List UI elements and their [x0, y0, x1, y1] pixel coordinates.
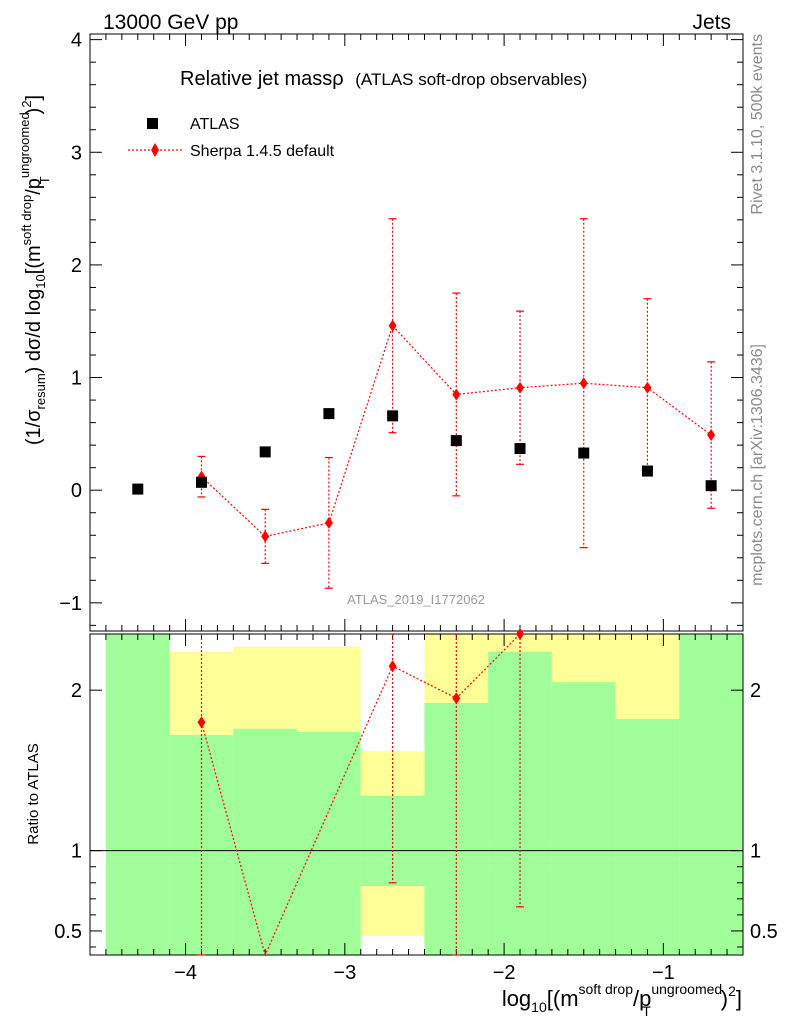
main-plot-frame — [89, 33, 744, 632]
x-axis-label: log10[(msoft drop/pungroomed T)2] — [502, 981, 742, 1019]
atlas-point — [195, 476, 207, 488]
x-tick-label: −1 — [652, 962, 675, 984]
y-tick-label: 3 — [71, 142, 82, 164]
sherpa-ratio-series — [197, 628, 525, 957]
sherpa-point — [388, 319, 397, 332]
rivet-version-label: Rivet 3.1.10, 500k events — [749, 34, 766, 215]
y-tick-label: −1 — [59, 593, 82, 615]
sherpa-point — [452, 388, 461, 401]
xlabel-close: ] — [736, 986, 742, 1011]
ylabel-mid: ) dσ/d log — [23, 289, 45, 374]
ratio-band-yellow — [360, 751, 425, 797]
xlabel-end: ) — [721, 986, 728, 1011]
ratio-band-green — [105, 634, 170, 955]
ratio-band-green — [424, 703, 489, 955]
legend-atlas-label: ATLAS — [190, 116, 240, 133]
ylabel-slash: /p — [23, 178, 45, 195]
sherpa-point — [324, 516, 333, 529]
mcplots-label: mcplots.cern.ch [arXiv:1306.3436] — [749, 344, 766, 586]
sherpa-ratio-point — [197, 716, 206, 729]
ratio-tick-label-right: 0.5 — [750, 921, 778, 943]
analysis-label: ATLAS_2019_I1772062 — [347, 592, 485, 607]
ratio-band-green — [297, 731, 361, 955]
y-tick-label: 0 — [71, 480, 82, 502]
xlabel-sup2: ungroomed — [651, 981, 722, 997]
ratio-band-green — [679, 634, 743, 955]
ratio-tick-label-left: 0.5 — [54, 921, 82, 943]
y-axis-label: (1/σresum) dσ/d log10[(msoft drop/pungro… — [17, 95, 52, 445]
ratio-axis-ticks — [90, 634, 744, 955]
atlas-point — [514, 443, 526, 455]
ylabel-end: ) — [23, 108, 45, 115]
sherpa-series — [197, 218, 716, 589]
ylabel-sub3: T — [37, 176, 52, 184]
xlabel-sub: 10 — [531, 999, 547, 1015]
sherpa-point — [643, 381, 652, 394]
ylabel-close: ] — [23, 95, 45, 101]
xlabel-slash: /p — [633, 986, 651, 1011]
sherpa-ratio-point — [516, 628, 525, 640]
xlabel-sub3: T — [642, 1003, 651, 1019]
ratio-tick-label-left: 2 — [71, 680, 82, 702]
ylabel-sup: soft drop — [19, 195, 34, 246]
sherpa-point — [707, 429, 716, 442]
sherpa-point — [516, 381, 525, 394]
ylabel-sub2: 10 — [33, 274, 48, 288]
xlabel-prefix: log — [502, 986, 531, 1011]
ratio-tick-label-right: 1 — [750, 841, 761, 863]
atlas-point — [578, 447, 590, 459]
ratio-band-green — [233, 728, 298, 955]
atlas-point — [323, 408, 335, 420]
ylabel-after: [(m — [23, 245, 45, 274]
main-axis-ticks — [90, 34, 744, 631]
y-tick-label: 1 — [71, 368, 82, 390]
ratio-band-green — [551, 682, 616, 955]
atlas-series — [132, 408, 717, 495]
ratio-band-green — [615, 719, 680, 955]
atlas-point — [259, 446, 271, 458]
ratio-tick-label-right: 2 — [750, 680, 761, 702]
chart-title: Relative jet massρ (ATLAS soft-drop obse… — [180, 68, 587, 90]
atlas-point — [132, 483, 144, 495]
sherpa-ratio-point — [388, 660, 397, 673]
legend-sherpa-marker — [151, 143, 159, 157]
ylabel-sup2: ungroomed — [17, 112, 32, 178]
atlas-point — [705, 480, 717, 492]
ratio-y-axis-label: Ratio to ATLAS — [25, 743, 42, 844]
ratio-tick-labels: 0.5 0.5 1 1 2 2 — [54, 680, 778, 943]
chart-subtitle: (ATLAS soft-drop observables) — [355, 70, 587, 89]
ratio-band-green — [360, 796, 425, 886]
legend: ATLAS Sherpa 1.4.5 default — [128, 116, 335, 160]
x-tick-label: −4 — [174, 962, 197, 984]
header-right: Jets — [692, 11, 731, 34]
ylabel-sub: resum — [33, 373, 48, 409]
y-tick-label: 2 — [71, 255, 82, 277]
header-left: 13000 GeV pp — [103, 11, 238, 34]
ratio-bands — [105, 634, 743, 955]
legend-atlas-marker — [147, 118, 158, 129]
x-tick-label: −3 — [333, 962, 356, 984]
legend-sherpa-label: Sherpa 1.4.5 default — [190, 143, 335, 160]
xlabel-sup: soft drop — [579, 981, 634, 997]
sherpa-ratio-point — [452, 692, 461, 705]
x-tick-label: −2 — [493, 962, 516, 984]
ylabel-prefix: (1/σ — [23, 409, 45, 445]
ratio-tick-label-left: 1 — [71, 841, 82, 863]
xlabel-sup3: 2 — [728, 983, 736, 999]
chart-title-main: Relative jet massρ — [180, 68, 344, 90]
atlas-point — [450, 435, 462, 447]
x-tick-labels: −4 −3 −2 −1 — [174, 962, 675, 984]
ratio-plot-frame — [89, 633, 744, 956]
y-tick-label: 4 — [71, 30, 82, 52]
y-tick-labels: −1 0 1 2 3 4 — [59, 30, 82, 615]
sherpa-point — [261, 530, 270, 543]
atlas-point — [387, 410, 399, 422]
ratio-band-yellow — [360, 885, 425, 936]
atlas-point — [641, 465, 653, 477]
xlabel-after: [(m — [547, 986, 579, 1011]
ylabel-sup3: 2 — [19, 100, 34, 107]
sherpa-point — [579, 377, 588, 390]
